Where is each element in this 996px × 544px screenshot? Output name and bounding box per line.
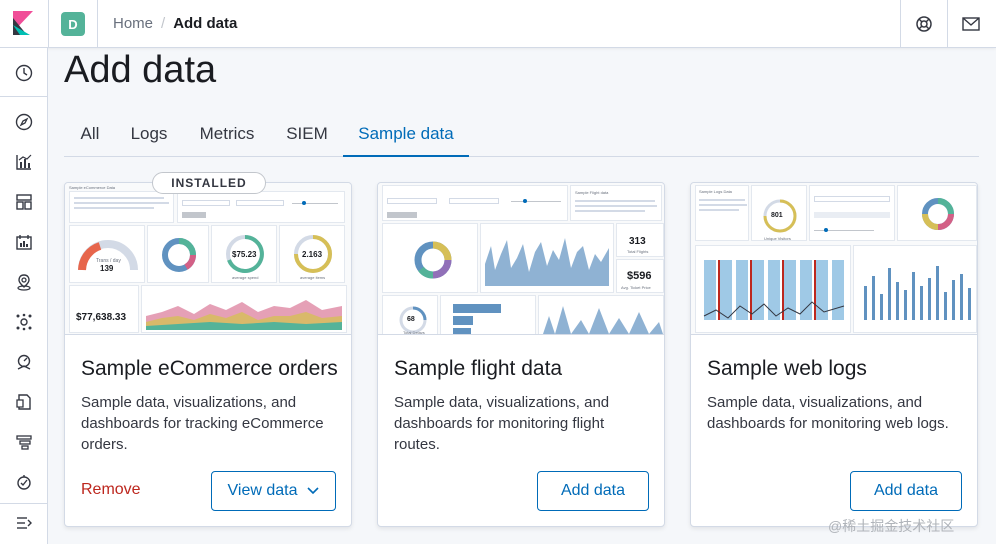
uptime-icon[interactable] — [0, 463, 48, 501]
sample-card-ecommerce: Sample eCommerce Data Trans / day 139 $7… — [64, 172, 352, 527]
total-value: $77,638.33 — [76, 312, 127, 323]
visitors-value: 801 — [771, 212, 783, 219]
preview-controls-panel — [382, 185, 568, 221]
preview-delays-panel: 68 Total Delays — [382, 295, 438, 335]
preview-donut-panel — [897, 185, 977, 241]
preview-scatter-panel — [853, 245, 977, 333]
dashboard-icon[interactable] — [0, 183, 48, 221]
price-label: Avg. Ticket Price — [621, 285, 651, 290]
flights-value: 313 — [629, 236, 646, 247]
preview-visitors-panel: 801 Unique Visitors — [751, 185, 807, 241]
tab-bar: All Logs Metrics SIEM Sample data — [64, 112, 979, 157]
delays-value: 68 — [407, 316, 415, 323]
card-description: Sample data, visualizations, and dashboa… — [394, 394, 610, 453]
compass-icon[interactable] — [0, 103, 48, 141]
sample-card-flights: Sample Flight data 313 Total Flights $59… — [377, 182, 665, 527]
header-divider — [900, 0, 901, 48]
space-avatar[interactable]: D — [61, 12, 85, 36]
preview-price-metric: $596 Avg. Ticket Price — [616, 259, 664, 293]
breadcrumb-separator: / — [161, 15, 166, 32]
breadcrumb: Home / Add data — [113, 15, 237, 32]
preview-spend-panel: $75.23 average spend — [211, 225, 277, 283]
tab-metrics[interactable]: Metrics — [199, 124, 255, 143]
top-header: D Home / Add data — [0, 0, 996, 48]
preview-markdown-panel: Sample Logs Data — [695, 185, 749, 241]
installed-badge: INSTALLED — [152, 172, 266, 194]
breadcrumb-current: Add data — [173, 15, 238, 32]
preview-markdown-panel: Sample Flight data — [570, 185, 662, 221]
header-divider — [97, 0, 98, 48]
card-title: Sample web logs — [707, 357, 867, 380]
tab-sample-data[interactable]: Sample data — [343, 112, 469, 157]
ecommerce-dashboard-preview[interactable]: Sample eCommerce Data Trans / day 139 $7… — [65, 183, 351, 335]
logs-dashboard-preview[interactable]: Sample Logs Data 801 Unique Visitors — [691, 183, 977, 335]
preview-line-chart-panel — [480, 223, 614, 293]
maps-icon[interactable] — [0, 263, 48, 301]
watermark: @稀土掘金技术社区 — [828, 518, 955, 534]
add-data-button[interactable]: Add data — [537, 471, 649, 511]
flights-label: Total Flights — [627, 249, 649, 254]
logs-icon[interactable] — [0, 383, 48, 421]
header-divider — [48, 0, 49, 48]
preview-flights-metric: 313 Total Flights — [616, 223, 664, 257]
preview-area-panel — [538, 295, 664, 334]
delays-label: Total Delays — [403, 330, 425, 335]
card-title: Sample eCommerce orders — [81, 357, 338, 380]
preview-heading: Sample eCommerce Data — [69, 185, 116, 190]
tab-all[interactable]: All — [80, 124, 100, 143]
gauge-value: 139 — [100, 264, 114, 273]
help-icon[interactable] — [914, 14, 934, 34]
visitors-label: Unique Visitors — [764, 236, 791, 241]
sample-card-weblogs: Sample Logs Data 801 Unique Visitors Sam… — [690, 182, 978, 527]
preview-markdown-panel — [69, 191, 174, 223]
preview-total-panel: $77,638.33 — [69, 285, 139, 333]
preview-controls-panel — [177, 191, 345, 223]
view-data-button[interactable]: View data — [211, 471, 336, 511]
collapse-icon[interactable] — [0, 504, 48, 542]
visualize-icon[interactable] — [0, 143, 48, 181]
breadcrumb-home[interactable]: Home — [113, 15, 154, 32]
apm-icon[interactable] — [0, 423, 48, 461]
view-data-label: View data — [227, 482, 298, 499]
qty-label: average items — [300, 275, 326, 280]
preview-heading: Sample Logs Data — [699, 189, 732, 194]
preview-area-chart-panel — [141, 285, 347, 333]
add-data-button[interactable]: Add data — [850, 471, 962, 511]
qty-value: 2.163 — [302, 250, 323, 259]
preview-bar-panel — [440, 295, 536, 334]
flight-dashboard-preview[interactable]: Sample Flight data 313 Total Flights $59… — [378, 183, 664, 335]
gauge-label: Trans / day — [96, 258, 121, 264]
card-description: Sample data, visualizations, and dashboa… — [707, 394, 949, 432]
header-divider — [947, 0, 948, 48]
tab-logs[interactable]: Logs — [130, 124, 168, 143]
card-title: Sample flight data — [394, 357, 563, 380]
chevron-down-icon — [307, 482, 320, 500]
tab-siem[interactable]: SIEM — [286, 124, 328, 143]
metrics-icon[interactable] — [0, 343, 48, 381]
page-title: Add data — [64, 49, 217, 91]
preview-donut-panel — [147, 225, 209, 283]
nav-divider — [0, 96, 48, 97]
nav-divider — [0, 503, 48, 504]
spend-label: average spend — [232, 275, 259, 280]
preview-gauge-panel: Trans / day 139 — [69, 225, 145, 283]
clock-icon[interactable] — [0, 54, 48, 92]
remove-button[interactable]: Remove — [81, 481, 141, 498]
preview-heading: Sample Flight data — [575, 190, 609, 195]
side-nav — [0, 48, 48, 544]
card-description: Sample data, visualizations, and dashboa… — [81, 394, 324, 453]
ml-icon[interactable] — [0, 303, 48, 341]
preview-controls-panel — [809, 185, 895, 241]
kibana-logo-icon[interactable] — [10, 10, 36, 36]
preview-histogram-panel — [695, 245, 851, 333]
price-value: $596 — [627, 270, 652, 282]
preview-qty-panel: 2.163 average items — [279, 225, 345, 283]
canvas-icon[interactable] — [0, 223, 48, 261]
mail-icon[interactable] — [961, 14, 981, 34]
preview-donut-panel — [382, 223, 478, 293]
spend-value: $75.23 — [232, 250, 257, 259]
